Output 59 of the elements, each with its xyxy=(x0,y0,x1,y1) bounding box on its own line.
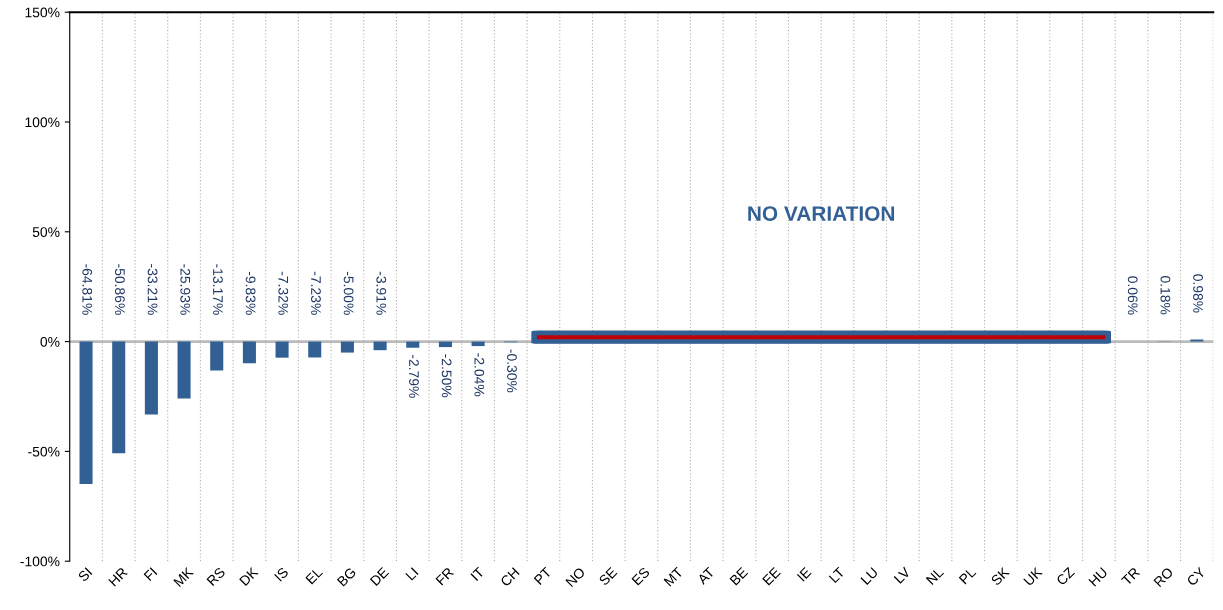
x-tick-label: DE xyxy=(369,566,390,587)
x-tick-label: LT xyxy=(828,566,846,584)
x-tick-label: PT xyxy=(533,566,553,585)
data-label: -25.93% xyxy=(180,264,191,315)
y-tick-label: 150% xyxy=(25,7,60,18)
y-tick-label: 50% xyxy=(32,227,60,237)
x-tick-label: IS xyxy=(274,566,289,582)
x-tick-label: HU xyxy=(1088,567,1108,587)
x-tick-label: EE xyxy=(762,566,781,586)
y-tick-label: -50% xyxy=(28,446,60,457)
data-label: -2.79% xyxy=(409,354,419,398)
x-tick-label: RS xyxy=(206,566,226,587)
data-label: -9.83% xyxy=(245,271,256,315)
x-tick-label: CZ xyxy=(1055,566,1076,586)
x-tick-label: RO xyxy=(1153,566,1174,588)
x-tick-label: HR xyxy=(108,566,128,587)
annotation: NO VARIATION xyxy=(748,206,895,221)
x-tick-label: MT xyxy=(663,566,684,587)
data-label: 0.18% xyxy=(1160,276,1171,315)
data-label: -3.91% xyxy=(376,271,387,315)
x-tick-label: DK xyxy=(239,566,259,587)
x-tick-label: LV xyxy=(893,566,911,584)
data-label: -7.23% xyxy=(311,271,321,315)
data-label: -7.32% xyxy=(278,271,289,315)
x-tick-label: LU xyxy=(860,567,879,586)
data-label: -5.00% xyxy=(343,271,354,315)
x-tick-label: TR xyxy=(1121,566,1141,587)
x-tick-label: IE xyxy=(796,566,812,582)
data-label: 0.98% xyxy=(1193,274,1203,313)
data-label: -50.86% xyxy=(114,264,125,315)
x-tick-label: NL xyxy=(925,566,944,585)
data-label: -2.04% xyxy=(474,353,485,397)
data-label: -2.50% xyxy=(441,354,452,398)
x-tick-label: EL xyxy=(305,566,323,585)
x-tick-label: FI xyxy=(143,567,158,582)
x-tick-label: SK xyxy=(990,566,1010,586)
x-tick-label: MK xyxy=(173,566,194,588)
y-tick-label: 0% xyxy=(40,336,60,347)
x-tick-label: SE xyxy=(598,566,618,586)
x-tick-label: FR xyxy=(435,566,455,586)
x-tick-label: UK xyxy=(1023,566,1043,587)
x-tick-label: SI xyxy=(77,567,93,583)
x-tick-label: LI xyxy=(405,567,419,581)
x-tick-label: ES xyxy=(631,566,651,586)
x-tick-label: AT xyxy=(696,566,716,585)
data-label: 0.06% xyxy=(1127,276,1138,315)
y-tick-label: -100% xyxy=(20,556,60,567)
x-tick-label: NO xyxy=(565,566,586,588)
x-tick-label: PL xyxy=(958,566,977,585)
data-label: -13.17% xyxy=(213,264,223,315)
x-tick-label: BG xyxy=(336,567,357,587)
x-tick-label: IT xyxy=(470,566,485,581)
x-tick-label: CH xyxy=(499,567,520,587)
x-tick-label: BE xyxy=(729,566,749,586)
data-label: -33.21% xyxy=(147,264,158,315)
data-label: -0.30% xyxy=(507,349,517,393)
y-tick-label: 100% xyxy=(25,117,60,128)
x-tick-label: CY xyxy=(1186,566,1207,587)
data-label: -64.81% xyxy=(82,264,93,315)
